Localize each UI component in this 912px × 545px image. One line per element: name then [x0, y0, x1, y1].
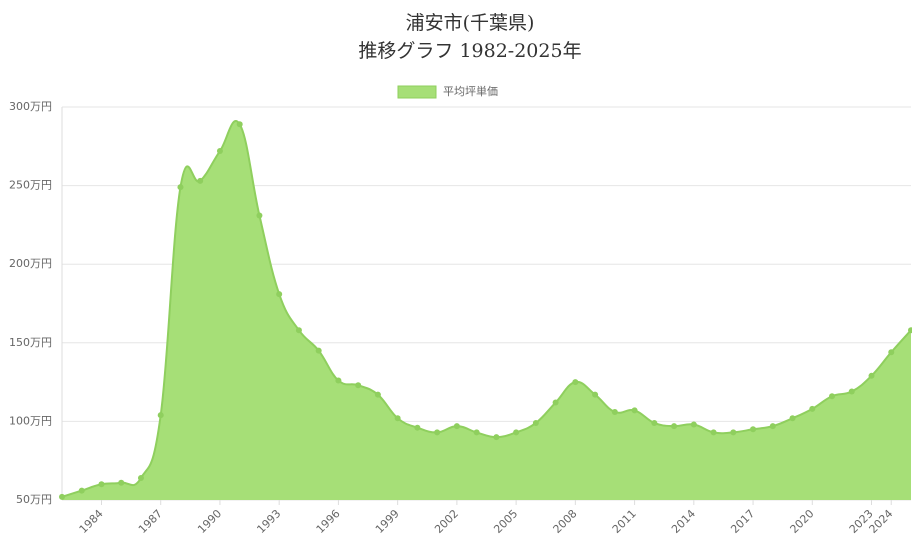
point	[572, 379, 579, 386]
point	[908, 327, 912, 334]
chart-title: 浦安市(千葉県)	[406, 12, 535, 34]
point	[98, 481, 105, 488]
x-tick-label: 2005	[491, 507, 520, 536]
point	[473, 429, 480, 436]
point	[453, 423, 460, 430]
legend-swatch	[397, 85, 437, 99]
x-tick-label: 2008	[551, 507, 580, 536]
point	[809, 405, 816, 412]
point	[532, 419, 539, 426]
point	[335, 377, 342, 384]
point	[789, 415, 796, 422]
point	[256, 212, 263, 219]
x-tick-label: 2011	[610, 507, 639, 536]
point	[611, 408, 618, 415]
point	[690, 421, 697, 428]
point	[848, 388, 855, 395]
y-tick-label: 250万円	[9, 179, 52, 192]
point	[197, 177, 204, 184]
point	[552, 399, 559, 406]
point	[769, 423, 776, 430]
point	[236, 121, 243, 128]
line	[61, 120, 912, 498]
chart-subtitle: 推移グラフ 1982-2025年	[358, 40, 581, 62]
point	[493, 434, 500, 441]
x-tick-label: 1999	[373, 507, 402, 536]
y-tick-label: 100万円	[9, 414, 52, 427]
x-tick-label: 1990	[195, 507, 224, 536]
point	[631, 407, 638, 414]
y-tick-label: 300万円	[9, 100, 52, 113]
point	[394, 415, 401, 422]
legend-label: 平均坪単価	[443, 84, 498, 98]
point	[414, 424, 421, 431]
point	[374, 391, 381, 398]
point	[513, 429, 520, 436]
point	[315, 347, 322, 354]
x-tick-label: 1987	[136, 507, 165, 536]
point	[750, 426, 757, 433]
point	[216, 148, 223, 155]
point	[59, 493, 65, 500]
point	[118, 479, 125, 486]
x-tick-label: 2002	[432, 507, 461, 536]
point	[276, 291, 283, 298]
point	[295, 327, 302, 334]
area	[62, 120, 911, 500]
x-tick-label: 1984	[77, 507, 106, 536]
point	[434, 429, 441, 436]
point	[888, 349, 895, 356]
x-tick-label: 2020	[788, 507, 817, 536]
y-tick-label: 50万円	[16, 493, 52, 506]
x-tick-label: 1996	[314, 507, 343, 536]
point	[651, 419, 658, 426]
y-tick-label: 150万円	[9, 336, 52, 349]
point	[592, 391, 599, 398]
point	[78, 487, 85, 494]
x-tick-label: 2014	[669, 507, 698, 536]
x-tick-label: 1993	[254, 507, 283, 536]
point	[177, 184, 184, 191]
point	[137, 474, 144, 481]
point	[868, 372, 875, 379]
x-tick-label: 2017	[728, 507, 757, 536]
y-tick-label: 200万円	[9, 257, 52, 270]
point	[157, 412, 164, 419]
point	[829, 393, 836, 400]
point	[355, 382, 362, 389]
point	[730, 429, 737, 436]
point	[710, 429, 717, 436]
point	[671, 423, 678, 430]
